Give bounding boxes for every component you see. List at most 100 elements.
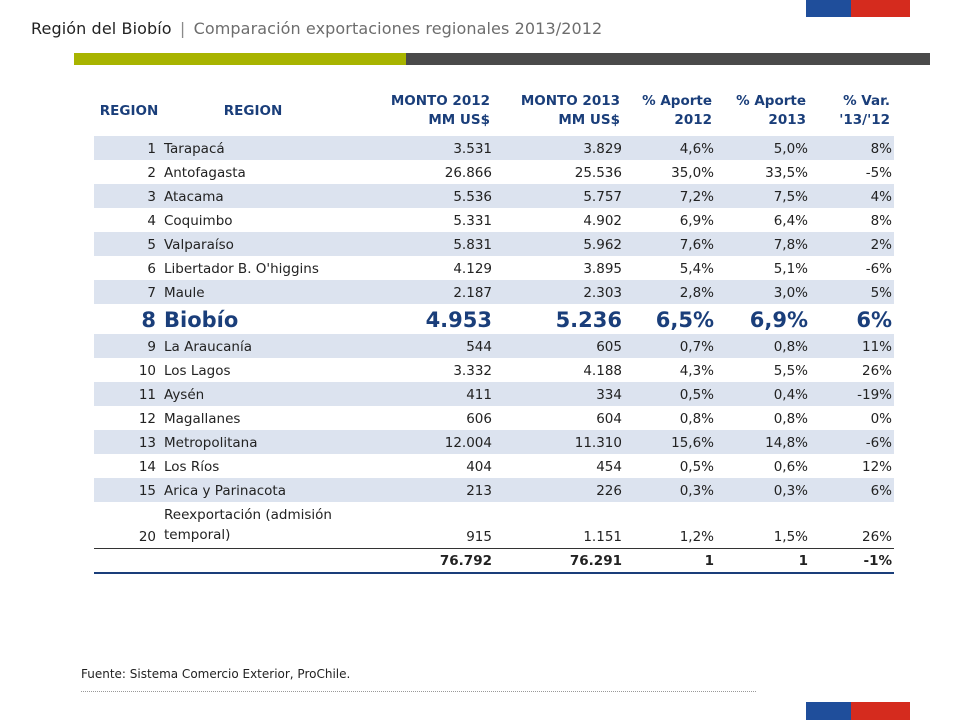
region-number: 15 (94, 478, 164, 502)
variation: 8% (810, 136, 894, 160)
accent-bar-gray (406, 53, 930, 65)
aporte-2012: 4,6% (624, 136, 716, 160)
table-row: 12 Magallanes 606 604 0,8% 0,8% 0% (94, 406, 894, 430)
aporte-2013: 0,4% (716, 382, 810, 406)
monto-2012: 544 (342, 334, 494, 358)
table-row: 20 Reexportación (admisión temporal) 915 1.1… (94, 502, 894, 548)
monto-2013: 334 (494, 382, 624, 406)
region-number: 8 (141, 308, 156, 332)
monto-2012: 411 (342, 382, 494, 406)
aporte-2013: 7,5% (716, 184, 810, 208)
flag-blue-block (806, 0, 851, 17)
aporte-2012: 4,3% (679, 363, 714, 379)
header-label: MM US$ (428, 112, 490, 128)
table-row: 1 Tarapacá 3.531 3.829 4,6% 5,0% 8% (94, 136, 894, 160)
table-row: 11 Aysén 411 334 0,5% 0,4% -19% (94, 382, 894, 406)
variation: 26% (861, 528, 892, 545)
monto-2013: 605 (494, 334, 624, 358)
aporte-2012: 15,6% (624, 430, 716, 454)
header-region-number: REGION (94, 86, 164, 136)
aporte-2013: 1,5% (773, 528, 808, 545)
region-number: 12 (138, 411, 156, 427)
region-number: 6 (147, 261, 156, 277)
variation: 6% (856, 308, 892, 332)
aporte-2012: 0,5% (679, 459, 714, 475)
aporte-2013: 5,1% (773, 261, 808, 277)
header-label: 2013 (768, 112, 806, 128)
header-monto-2013: MONTO 2013 MM US$ (494, 86, 624, 136)
header-label: REGION (223, 102, 283, 119)
region-name: Aysén (164, 382, 342, 406)
region-number: 10 (138, 363, 156, 379)
table-body: 1 Tarapacá 3.531 3.829 4,6% 5,0% 8% 2 Antofagast… (94, 136, 894, 574)
header-label: % Aporte (736, 93, 806, 109)
total-empty (164, 547, 342, 574)
monto-2013: 5.962 (494, 232, 624, 256)
table-row: 9 La Araucanía 544 605 0,7% 0,8% 11% (94, 334, 894, 358)
variation: -6% (865, 261, 892, 277)
monto-2013: 25.536 (574, 165, 622, 181)
table-row: 2 Antofagasta 26.866 25.536 35,0% 33,5% -5% (94, 160, 894, 184)
aporte-2013: 5,0% (716, 136, 810, 160)
region-number: 2 (147, 165, 156, 181)
aporte-2013: 6,9% (749, 308, 808, 332)
monto-2012: 2.187 (342, 280, 494, 304)
header-variation: % Var. '13/'12 (810, 86, 894, 136)
variation: 12% (861, 459, 892, 475)
region-number: 20 (138, 528, 156, 545)
region-name: La Araucanía (164, 334, 342, 358)
region-name: Metropolitana (164, 430, 342, 454)
aporte-2012: 2,8% (624, 280, 716, 304)
region-number: 13 (94, 430, 164, 454)
aporte-2012: 35,0% (671, 165, 714, 181)
region-name: Los Ríos (164, 459, 220, 475)
region-name: Maule (164, 280, 342, 304)
title-subtitle: Comparación exportaciones regionales 201… (193, 19, 603, 38)
total-monto-2013: 76.291 (494, 547, 624, 574)
monto-2013: 4.188 (583, 363, 622, 379)
aporte-2013: 0,6% (773, 459, 808, 475)
aporte-2012: 0,7% (624, 334, 716, 358)
monto-2013: 11.310 (494, 430, 624, 454)
aporte-2012: 0,8% (679, 411, 714, 427)
monto-2012: 5.536 (342, 184, 494, 208)
aporte-2012: 5,4% (679, 261, 714, 277)
aporte-2013: 7,8% (716, 232, 810, 256)
region-number: 3 (94, 184, 164, 208)
variation: -5% (865, 165, 892, 181)
region-name: Reexportación (admisión temporal) (164, 506, 332, 543)
monto-2012: 3.332 (453, 363, 492, 379)
monto-2012: 213 (342, 478, 494, 502)
table-row: 15 Arica y Parinacota 213 226 0,3% 0,3% 6% (94, 478, 894, 502)
variation: 8% (870, 213, 892, 229)
monto-2012: 4.129 (453, 261, 492, 277)
table-row: 5 Valparaíso 5.831 5.962 7,6% 7,8% 2% (94, 232, 894, 256)
aporte-2013: 0,8% (716, 334, 810, 358)
region-name: Coquimbo (164, 213, 233, 229)
aporte-2013: 14,8% (716, 430, 810, 454)
header-label: % Var. (843, 93, 890, 109)
monto-2012: 3.531 (342, 136, 494, 160)
header-monto-2012: MONTO 2012 MM US$ (342, 86, 494, 136)
table-row: 6 Libertador B. O'higgins 4.129 3.895 5,4% 5,… (94, 256, 894, 280)
region-name: Valparaíso (164, 232, 342, 256)
monto-2013: 3.895 (583, 261, 622, 277)
monto-2012: 404 (466, 459, 492, 475)
aporte-2012: 7,2% (624, 184, 716, 208)
exports-table: REGION REGION MONTO 2012 MM US$ MONTO 2013 MM… (94, 86, 894, 574)
region-name: Magallanes (164, 411, 241, 427)
monto-2013: 226 (494, 478, 624, 502)
monto-2012: 606 (466, 411, 492, 427)
aporte-2012: 0,5% (624, 382, 716, 406)
monto-2012: 915 (466, 528, 492, 545)
variation: 5% (810, 280, 894, 304)
total-aporte-2013: 1 (716, 547, 810, 574)
variation: 6% (810, 478, 894, 502)
total-row: 76.792 76.291 1 1 -1% (94, 547, 894, 574)
monto-2012: 4.953 (425, 308, 492, 332)
monto-2013: 5.757 (494, 184, 624, 208)
flag-blue-block (806, 702, 851, 720)
table-row: 13 Metropolitana 12.004 11.310 15,6% 14,8% -6% (94, 430, 894, 454)
monto-2013: 1.151 (583, 528, 622, 545)
table-header-row: REGION REGION MONTO 2012 MM US$ MONTO 2013 MM… (94, 86, 894, 136)
